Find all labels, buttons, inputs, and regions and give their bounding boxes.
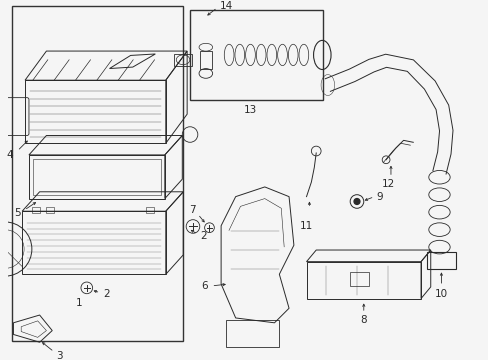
Bar [174,54,191,66]
Text: 9: 9 [376,192,382,202]
Bar [349,272,369,285]
Text: 2: 2 [200,231,207,241]
Text: 3: 3 [56,351,62,360]
Text: 4: 4 [7,150,13,160]
Text: 8: 8 [360,315,366,325]
Text: 5: 5 [15,208,21,218]
Bar [225,320,279,347]
Text: 14: 14 [219,1,232,11]
Text: 7: 7 [189,205,196,215]
Bar [46,207,54,213]
Bar [12,6,183,341]
Text: 13: 13 [243,105,256,115]
Text: 10: 10 [434,289,447,299]
Text: 2: 2 [103,289,110,299]
Bar [32,207,40,213]
Text: 11: 11 [299,221,312,231]
Text: 12: 12 [381,179,394,189]
Bar [190,9,323,100]
Text: 1: 1 [76,298,83,309]
Bar [200,51,211,68]
Bar [146,207,154,213]
Text: 6: 6 [201,281,207,291]
Bar [426,252,455,269]
Circle shape [353,199,359,204]
